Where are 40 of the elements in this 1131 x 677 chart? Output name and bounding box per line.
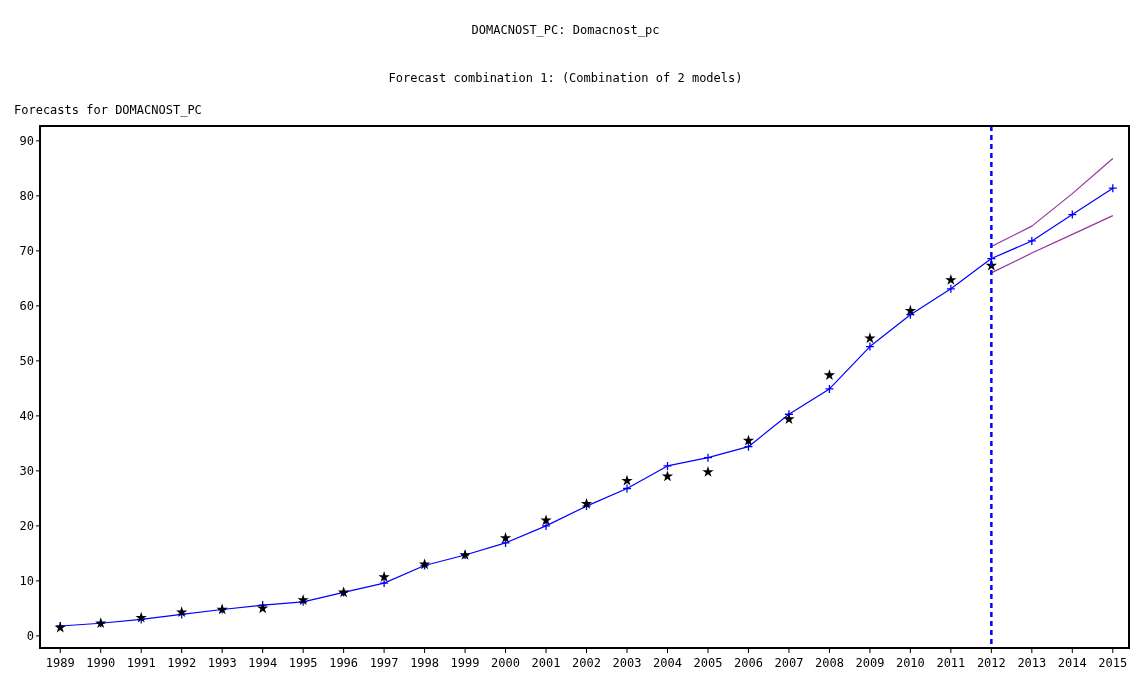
x-tick-label: 2012: [976, 656, 1006, 670]
x-tick-label: 2004: [653, 656, 682, 670]
x-tick-label: 1991: [126, 656, 156, 670]
x-tick-label: 2009: [855, 656, 885, 670]
x-tick-label: 2000: [491, 656, 521, 670]
x-tick-label: 1995: [288, 656, 318, 670]
chart-title: DOMACNOST_PC: Domacnost_pc: [471, 23, 660, 37]
x-tick-label: 2002: [572, 656, 601, 670]
x-tick-label: 1990: [86, 656, 116, 670]
y-tick-label: 50: [19, 353, 34, 368]
x-tick-label: 2010: [895, 656, 925, 670]
x-tick-label: 2014: [1057, 656, 1087, 670]
x-tick-label: 2007: [774, 656, 804, 670]
x-tick-label: 1994: [248, 656, 278, 670]
x-tick-label: 2013: [1017, 656, 1047, 670]
x-tick-label: 2011: [936, 656, 966, 670]
chart-subtitle: Forecast combination 1: (Combination of 2 models): [388, 71, 743, 85]
x-tick-label: 1999: [450, 656, 480, 670]
x-tick-label: 1996: [329, 656, 359, 670]
y-tick-label: 80: [19, 188, 34, 203]
y-tick-label: 20: [19, 518, 34, 533]
y-tick-label: 10: [19, 573, 34, 588]
x-tick-label: 1989: [45, 656, 75, 670]
y-tick-label: 0: [26, 628, 34, 643]
x-tick-label: 2006: [734, 656, 763, 670]
x-tick-label: 2001: [531, 656, 561, 670]
x-tick-label: 1992: [167, 656, 197, 670]
y-tick-label: 70: [19, 243, 34, 258]
y-tick-label: 30: [19, 463, 34, 478]
x-tick-label: 2015: [1098, 656, 1128, 670]
x-tick-label: 1997: [369, 656, 399, 670]
x-tick-label: 2008: [814, 656, 844, 670]
x-tick-label: 2003: [612, 656, 642, 670]
y-tick-label: 90: [19, 133, 34, 148]
y-tick-label: 60: [19, 298, 34, 313]
x-tick-label: 1998: [410, 656, 440, 670]
y-tick-label: 40: [19, 408, 34, 423]
x-tick-label: 2005: [693, 656, 723, 670]
y-axis-title: Forecasts for DOMACNOST_PC: [14, 103, 202, 117]
x-tick-label: 1993: [207, 656, 237, 670]
